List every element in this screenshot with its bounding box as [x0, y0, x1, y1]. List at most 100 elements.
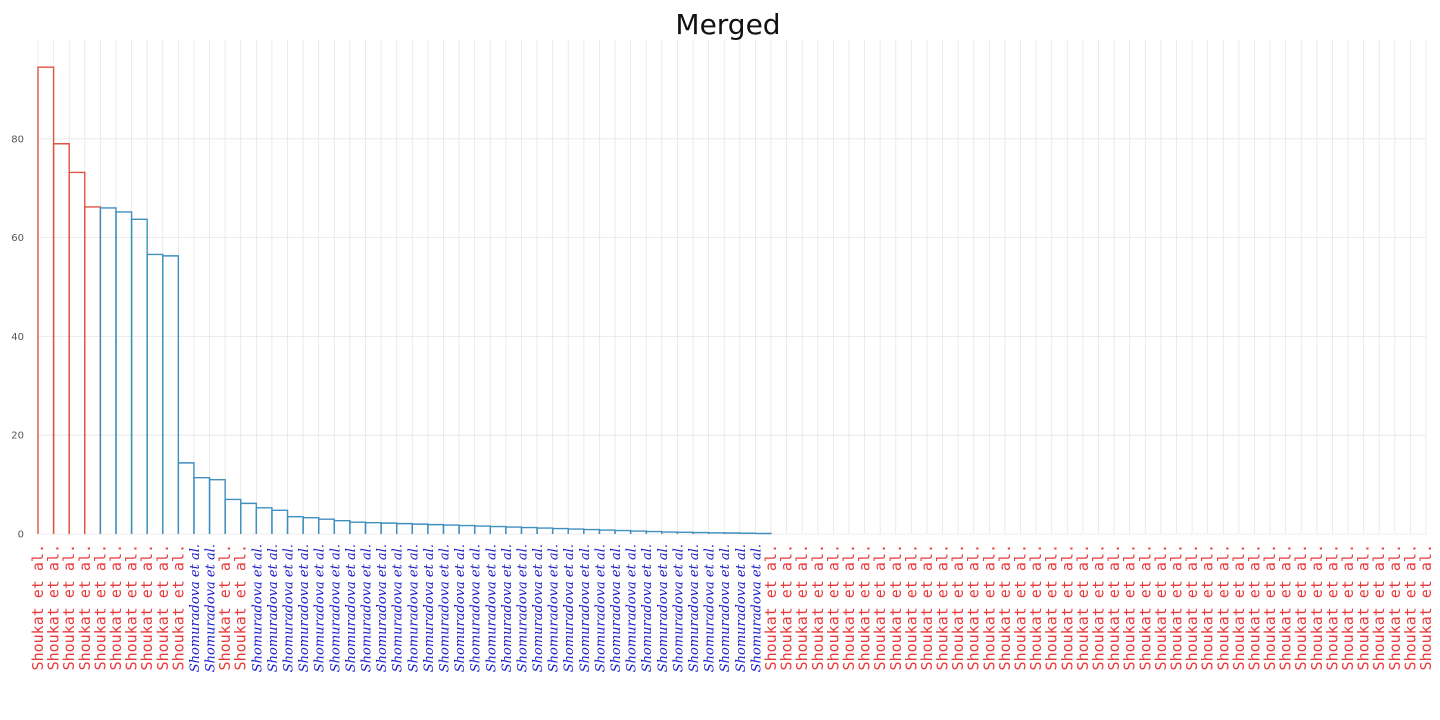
- y-tick-label: 40: [11, 332, 24, 343]
- leaf-label: Shomuradova et al.: [640, 544, 655, 672]
- leaf-label: Shoukat et al.: [1136, 544, 1154, 670]
- dendrogram-link: [146, 253, 164, 534]
- leaf-label: Shoukat et al.: [169, 544, 187, 670]
- leaf-label: Shoukat et al.: [965, 544, 983, 670]
- dendrogram-link: [99, 207, 117, 534]
- leaf-label: Shoukat et al.: [216, 544, 234, 670]
- leaf-label: Shoukat et al.: [1214, 544, 1232, 670]
- leaf-label: Shomuradova et al.: [625, 544, 640, 672]
- leaf-label: Shoukat et al.: [1183, 544, 1201, 670]
- leaf-label: Shoukat et al.: [1167, 544, 1185, 670]
- leaf-label: Shomuradova et al.: [188, 544, 203, 672]
- leaf-label: Shoukat et al.: [1292, 544, 1310, 670]
- leaf-label: Shomuradova et al.: [671, 544, 686, 672]
- leaf-label: Shomuradova et al.: [250, 544, 265, 672]
- dendrogram-link: [130, 218, 148, 534]
- leaf-label: Shomuradova et al.: [703, 544, 718, 672]
- leaf-label: Shoukat et al.: [154, 544, 172, 670]
- leaf-label: Shomuradova et al.: [547, 544, 562, 672]
- leaf-label: Shoukat et al.: [1089, 544, 1107, 670]
- leaf-label: Shoukat et al.: [1308, 544, 1326, 670]
- dendrogram-link: [395, 522, 413, 534]
- leaf-label: Shoukat et al.: [1012, 544, 1030, 670]
- leaf-label: Shomuradova et al.: [593, 544, 608, 672]
- leaf-label: Shoukat et al.: [1245, 544, 1263, 670]
- leaf-label: Shoukat et al.: [824, 544, 842, 670]
- leaf-label: Shomuradova et al.: [578, 544, 593, 672]
- leaf-label: Shoukat et al.: [60, 544, 78, 670]
- leaf-label: Shoukat et al.: [1058, 544, 1076, 670]
- leaf-label: Shomuradova et al.: [282, 544, 297, 672]
- dendrogram-link: [583, 528, 601, 534]
- leaf-label: Shoukat et al.: [778, 544, 796, 670]
- leaf-label: Shomuradova et al.: [469, 544, 484, 672]
- leaf-label: Shoukat et al.: [1417, 544, 1435, 670]
- dendrogram-link: [240, 502, 258, 534]
- leaf-label: Shomuradova et al.: [391, 544, 406, 672]
- dendrogram-link: [520, 526, 538, 534]
- leaf-label: Shomuradova et al.: [749, 544, 764, 672]
- dendrogram-link: [489, 525, 507, 534]
- leaf-label: Shomuradova et al.: [500, 544, 515, 672]
- dendrogram-link: [380, 522, 398, 534]
- leaf-label: Shoukat et al.: [1105, 544, 1123, 670]
- dendrogram-link: [208, 478, 226, 534]
- grid-lines: [37, 40, 1427, 535]
- dendrogram-link: [739, 532, 757, 534]
- leaf-label: Shomuradova et al.: [360, 544, 375, 672]
- leaf-label: Shomuradova et al.: [437, 544, 452, 672]
- dendrogram-link: [442, 524, 460, 534]
- leaf-label: Shomuradova et al.: [406, 544, 421, 672]
- leaf-label: Shoukat et al.: [76, 544, 94, 670]
- leaf-label: Shomuradova et al.: [422, 544, 437, 672]
- leaf-label: Shoukat et al.: [918, 544, 936, 670]
- leaf-label: Shomuradova et al.: [344, 544, 359, 672]
- dendrogram-link: [115, 211, 133, 534]
- dendrogram-link: [37, 66, 55, 534]
- dendrogram-link: [318, 518, 336, 534]
- leaf-label: Shoukat et al.: [1323, 544, 1341, 670]
- dendrogram-link: [84, 206, 102, 534]
- leaf-labels: Shoukat et al.Shoukat et al.Shoukat et a…: [29, 544, 1435, 672]
- dendrogram-link: [411, 523, 429, 534]
- dendrogram-link: [473, 525, 491, 534]
- leaf-label: Shoukat et al.: [949, 544, 967, 670]
- dendrogram-link: [551, 527, 569, 534]
- leaf-label: Shoukat et al.: [871, 544, 889, 670]
- dendrogram-link: [458, 524, 476, 534]
- leaf-label: Shoukat et al.: [809, 544, 827, 670]
- chart-title: Merged: [675, 8, 780, 41]
- leaf-label: Shomuradova et al.: [375, 544, 390, 672]
- leaf-label: Shomuradova et al.: [531, 544, 546, 672]
- dendrogram-links: [37, 66, 772, 535]
- leaf-label: Shoukat et al.: [887, 544, 905, 670]
- dendrogram-link: [536, 527, 554, 534]
- leaf-label: Shomuradova et al.: [204, 544, 219, 672]
- dendrogram-link: [567, 528, 585, 534]
- leaf-label: Shoukat et al.: [1043, 544, 1061, 670]
- leaf-label: Shoukat et al.: [138, 544, 156, 670]
- leaf-label: Shomuradova et al.: [328, 544, 343, 672]
- leaf-label: Shoukat et al.: [980, 544, 998, 670]
- dendrogram-link: [68, 171, 86, 534]
- dendrogram-link: [52, 143, 70, 534]
- dendrogram-link: [614, 529, 632, 534]
- y-tick-label: 80: [11, 134, 24, 145]
- leaf-label: Shomuradova et al.: [718, 544, 733, 672]
- leaf-label: Shomuradova et al.: [515, 544, 530, 672]
- dendrogram-link: [349, 521, 367, 534]
- y-tick-label: 60: [11, 233, 24, 244]
- leaf-label: Shomuradova et al.: [313, 544, 328, 672]
- leaf-label: Shoukat et al.: [1121, 544, 1139, 670]
- leaf-label: Shomuradova et al.: [297, 544, 312, 672]
- leaf-label: Shoukat et al.: [1230, 544, 1248, 670]
- leaf-label: Shoukat et al.: [107, 544, 125, 670]
- dendrogram-link: [224, 498, 242, 534]
- dendrogram-link: [177, 462, 195, 534]
- y-tick-label: 0: [18, 530, 24, 541]
- leaf-label: Shoukat et al.: [840, 544, 858, 670]
- leaf-label: Shoukat et al.: [123, 544, 141, 670]
- leaf-label: Shomuradova et al.: [609, 544, 624, 672]
- dendrogram-link: [333, 519, 351, 534]
